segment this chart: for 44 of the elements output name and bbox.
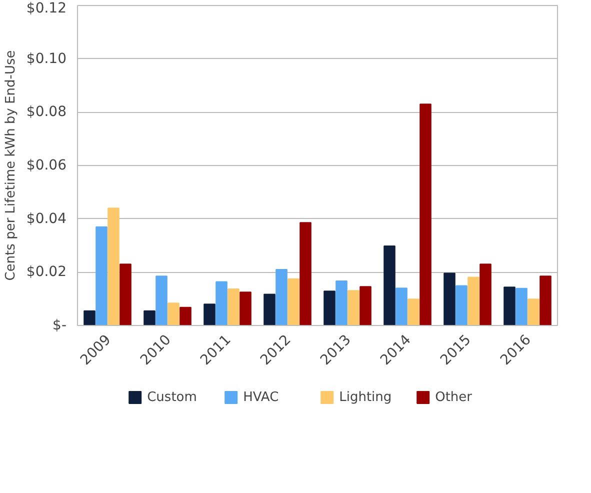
bar — [528, 298, 540, 326]
bar — [396, 288, 408, 326]
bar — [480, 264, 492, 326]
y-tick-label: $0.12 — [26, 0, 67, 16]
bar — [540, 276, 552, 326]
bar — [216, 281, 228, 326]
bar — [456, 285, 468, 326]
y-axis-title: Cents per Lifetime kWh by End-Use — [3, 50, 18, 281]
bar — [204, 304, 216, 326]
legend-label: HVAC — [243, 390, 279, 405]
bar — [108, 208, 120, 326]
y-tick-label: $0.06 — [26, 158, 67, 174]
bar — [324, 290, 336, 326]
bar — [360, 286, 372, 326]
y-tick-label: $- — [52, 318, 67, 334]
bar — [336, 280, 348, 326]
bar — [384, 246, 396, 326]
bar — [444, 272, 456, 326]
y-tick-label: $0.04 — [26, 210, 67, 227]
bar — [348, 290, 360, 326]
bar — [264, 294, 276, 326]
bar — [180, 306, 192, 326]
bar — [96, 226, 108, 326]
bar — [228, 288, 240, 326]
bar — [84, 310, 96, 326]
bar — [168, 302, 180, 326]
bar — [408, 298, 420, 326]
y-tick-label: $0.10 — [26, 50, 67, 67]
bar — [288, 278, 300, 326]
legend-label: Lighting — [339, 390, 392, 405]
bar — [516, 288, 528, 326]
bar — [144, 310, 156, 326]
bar — [156, 276, 168, 326]
bar — [120, 264, 132, 326]
y-tick-label: $0.08 — [26, 104, 67, 120]
bar — [300, 222, 312, 326]
bar — [240, 292, 252, 326]
bar — [276, 269, 288, 326]
bar — [468, 276, 480, 326]
bar — [420, 104, 432, 326]
legend-label: Other — [435, 390, 473, 405]
bar — [504, 286, 516, 326]
legend-label: Custom — [147, 390, 197, 405]
y-tick-label: $0.02 — [26, 264, 67, 280]
